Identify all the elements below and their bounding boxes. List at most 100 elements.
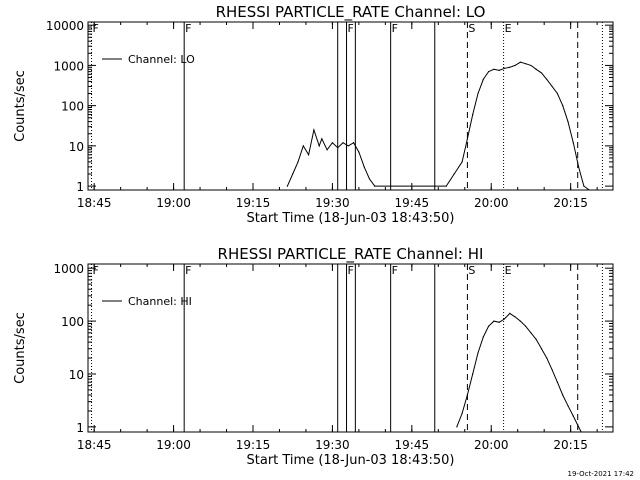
data-point — [498, 321, 500, 323]
data-point — [358, 151, 360, 153]
x-tick-label: 19:00 — [156, 196, 191, 210]
y-axis-label: Counts/sec — [13, 70, 28, 142]
x-tick-label: 19:45 — [395, 438, 430, 452]
plot-frame — [87, 263, 614, 433]
data-point — [551, 369, 553, 371]
y-tick-label: 10000 — [46, 19, 84, 33]
data-point — [551, 85, 553, 88]
event-marker-label: F — [392, 264, 398, 277]
footer-timestamp: 19-Oct-2021 17:42 — [567, 470, 634, 478]
event-marker-label: F — [348, 264, 354, 277]
data-point — [525, 325, 527, 327]
x-tick-label: 20:00 — [474, 196, 509, 210]
data-point — [530, 332, 532, 334]
x-axis-label: Start Time (18-Jun-03 18:43:50) — [247, 211, 455, 226]
data-point — [540, 348, 543, 350]
plot-panel-2: RHESSI PARTICLE_RATE Channel: HI 18:45 19:… — [13, 245, 614, 468]
data-point — [487, 325, 490, 327]
event-marker-label: E — [505, 22, 512, 35]
data-point — [572, 142, 574, 144]
x-tick-label: 20:15 — [553, 438, 588, 452]
data-point — [567, 121, 569, 123]
event-marker-label: F — [348, 22, 354, 35]
x-tick-label: 19:15 — [236, 196, 271, 210]
x-tick-label: 20:15 — [553, 196, 588, 210]
data-point — [588, 189, 590, 190]
data-point — [313, 129, 315, 131]
data-point — [572, 415, 574, 417]
data-point — [453, 173, 455, 175]
data-point — [540, 72, 543, 74]
data-point — [556, 92, 559, 95]
data-point — [472, 373, 474, 375]
data-point — [368, 178, 371, 180]
y-tick-label: 1 — [76, 421, 84, 435]
data-point — [535, 338, 537, 341]
data-point — [498, 69, 500, 72]
y-tick-label: 1 — [76, 180, 84, 194]
event-markers — [91, 264, 603, 432]
data-point — [297, 161, 299, 163]
data-point — [331, 142, 334, 144]
y-tick-label: 100 — [61, 100, 84, 114]
x-tick-label: 19:00 — [156, 438, 191, 452]
data-point — [292, 173, 294, 175]
data-point — [514, 64, 516, 67]
y-tick-label: 10 — [69, 140, 84, 154]
legend-label: Channel: HI — [128, 295, 192, 308]
data-point — [577, 166, 580, 168]
data-point — [580, 431, 582, 432]
event-markers — [91, 22, 603, 190]
data-point — [472, 113, 474, 116]
series-line — [456, 312, 582, 432]
data-point — [286, 185, 289, 187]
data-point — [374, 185, 376, 187]
data-point — [583, 185, 585, 187]
x-tick-label: 19:15 — [236, 438, 271, 452]
data-point — [519, 61, 521, 63]
data-point — [546, 357, 548, 359]
series-line — [286, 61, 590, 190]
data-point — [337, 147, 339, 149]
plot-frame — [87, 21, 614, 191]
data-point — [461, 161, 463, 163]
x-tick-label: 19:30 — [315, 438, 350, 452]
data-point — [503, 67, 506, 69]
data-point — [477, 352, 479, 354]
data-point — [493, 68, 495, 70]
data-point — [347, 145, 349, 147]
data-point — [342, 142, 344, 144]
data-point — [482, 336, 484, 338]
data-point — [307, 154, 310, 156]
data-point — [461, 412, 463, 414]
data-point — [556, 381, 559, 383]
y-tick-label: 10 — [69, 368, 84, 382]
chart-title: RHESSI PARTICLE_RATE Channel: HI — [218, 245, 484, 264]
y-tick-label: 1000 — [53, 262, 84, 276]
event-marker-label: S — [468, 22, 475, 35]
data-point — [445, 185, 447, 187]
data-point — [363, 166, 365, 168]
data-point — [519, 320, 521, 322]
data-point — [318, 145, 320, 147]
data-point — [352, 142, 355, 144]
data-point — [482, 78, 484, 80]
data-point — [514, 316, 516, 318]
event-marker-label: F — [93, 22, 99, 35]
plot-panel-1: RHESSI PARTICLE_RATE Channel: LO 18:45 19:… — [13, 3, 614, 226]
x-tick-label: 19:45 — [395, 196, 430, 210]
event-marker-label: F — [392, 22, 398, 35]
data-point — [477, 92, 479, 95]
data-point — [562, 394, 564, 396]
data-point — [487, 71, 490, 73]
x-tick-label: 19:30 — [315, 196, 350, 210]
event-marker-label: S — [468, 264, 475, 277]
y-tick-label: 100 — [61, 315, 84, 329]
data-point — [577, 426, 580, 428]
event-marker-label: F — [185, 22, 191, 35]
data-point — [456, 426, 458, 428]
data-point — [466, 138, 469, 140]
data-point — [530, 64, 532, 67]
data-point — [509, 312, 511, 314]
